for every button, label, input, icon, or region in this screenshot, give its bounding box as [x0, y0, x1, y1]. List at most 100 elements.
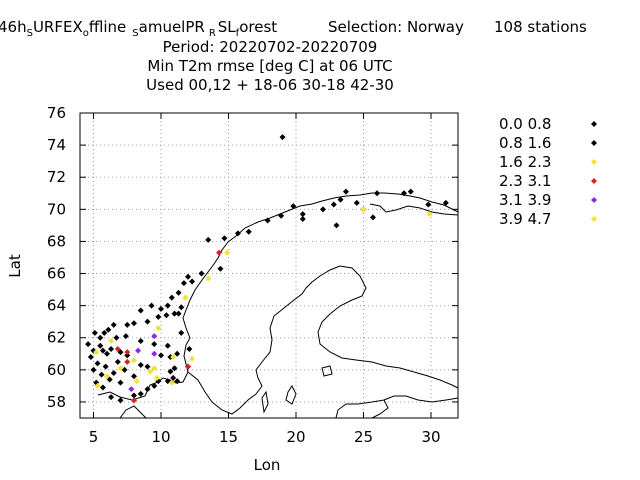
station-marker	[110, 370, 117, 377]
legend-label: 3.1 3.9	[499, 191, 551, 209]
x-tick-label: 10	[151, 428, 170, 446]
coastline-gulf-of-finland	[383, 395, 459, 403]
station-marker	[170, 374, 177, 381]
station-marker	[264, 217, 271, 224]
station-marker	[151, 341, 158, 348]
legend-label: 2.3 3.1	[499, 172, 551, 190]
station-marker	[426, 211, 433, 218]
station-marker	[155, 313, 162, 320]
y-axis-label: Lat	[6, 254, 24, 278]
station-marker	[117, 365, 124, 372]
station-marker	[87, 354, 94, 360]
legend-marker	[591, 197, 597, 203]
station-marker	[131, 320, 137, 327]
plot-area: 5 10 15 20 25 30 58 60 62 64 66 68 70 72 74 76	[47, 104, 459, 446]
station-marker	[94, 360, 101, 367]
y-tick-label: 64	[47, 297, 66, 315]
station-marker	[401, 190, 407, 197]
station-marker	[131, 392, 137, 399]
station-marker	[189, 355, 196, 362]
plot-frame	[79, 112, 459, 419]
station-marker	[99, 384, 106, 391]
station-marker	[144, 386, 151, 393]
experiment-name-sub: S	[27, 28, 33, 39]
station-marker	[216, 249, 223, 256]
coastline-oland	[261, 390, 269, 414]
station-marker	[124, 358, 131, 365]
station-points	[85, 134, 449, 404]
station-marker	[299, 215, 306, 222]
station-marker	[185, 273, 191, 280]
station-marker	[155, 325, 162, 332]
station-marker	[108, 337, 115, 344]
coastline-svalbard-edge	[369, 203, 459, 216]
station-marker	[133, 378, 140, 385]
station-marker	[122, 333, 129, 340]
station-marker	[175, 289, 182, 296]
coastline-sweden-baltic	[187, 265, 341, 415]
x-tick-label: 30	[421, 428, 440, 446]
y-tick-label: 74	[47, 136, 66, 154]
experiment-name-part: amuelPR	[139, 18, 205, 36]
station-marker	[425, 201, 432, 208]
station-marker	[180, 280, 187, 287]
station-marker	[110, 321, 117, 328]
used-label: Used 00,12 + 18-06 30-18 42-30	[146, 76, 394, 94]
station-marker	[337, 196, 344, 203]
station-marker	[299, 211, 306, 218]
chart-header: 46hSURFEXoffline SamuelPR R SLforest Select…	[0, 18, 587, 94]
station-marker	[153, 374, 160, 381]
legend-label: 3.9 4.7	[499, 210, 551, 228]
station-marker	[163, 312, 170, 319]
y-tick-label: 62	[47, 329, 66, 347]
y-tick-label: 76	[47, 104, 66, 122]
station-marker	[131, 357, 137, 364]
station-marker	[178, 329, 185, 336]
coastline-finland	[317, 265, 459, 389]
station-marker	[104, 373, 110, 380]
station-marker	[205, 275, 212, 282]
y-tick-label: 72	[47, 168, 66, 186]
station-marker	[124, 321, 131, 328]
station-marker	[114, 345, 121, 352]
legend-marker	[591, 159, 597, 165]
legend-marker	[591, 121, 597, 127]
selection-label: Selection: Norway	[328, 18, 464, 36]
station-marker	[168, 379, 175, 386]
station-marker	[245, 228, 252, 235]
experiment-name-part: orest	[239, 18, 277, 36]
coastline-denmark	[119, 405, 147, 419]
x-axis-label: Lon	[254, 456, 281, 474]
station-marker	[320, 206, 326, 213]
legend-label: 0.0 0.8	[499, 115, 551, 133]
station-marker	[98, 371, 105, 378]
station-marker	[171, 310, 178, 317]
station-marker	[170, 354, 177, 360]
station-marker	[104, 350, 110, 357]
coastline-aland	[321, 365, 333, 377]
metric-label: Min T2m rmse [deg C] at 06 UTC	[147, 57, 392, 75]
station-marker	[124, 352, 131, 359]
station-marker	[137, 337, 144, 344]
legend-label: 0.8 1.6	[499, 134, 551, 152]
station-marker	[97, 334, 104, 341]
station-marker	[342, 188, 349, 195]
station-marker	[290, 203, 297, 210]
station-marker	[117, 397, 124, 404]
station-marker	[171, 365, 178, 372]
station-marker	[144, 318, 151, 325]
station-marker	[167, 368, 174, 375]
coastline-gotland	[285, 385, 297, 405]
station-marker	[151, 365, 158, 372]
experiment-name-part: 46h	[0, 18, 27, 36]
station-marker	[131, 373, 137, 380]
station-marker	[151, 382, 158, 389]
station-marker	[108, 394, 115, 401]
station-marker	[182, 294, 189, 301]
station-marker	[374, 190, 380, 197]
y-tick-label: 68	[47, 232, 66, 250]
station-marker	[164, 342, 171, 349]
station-marker	[124, 349, 131, 356]
station-marker	[164, 302, 171, 309]
